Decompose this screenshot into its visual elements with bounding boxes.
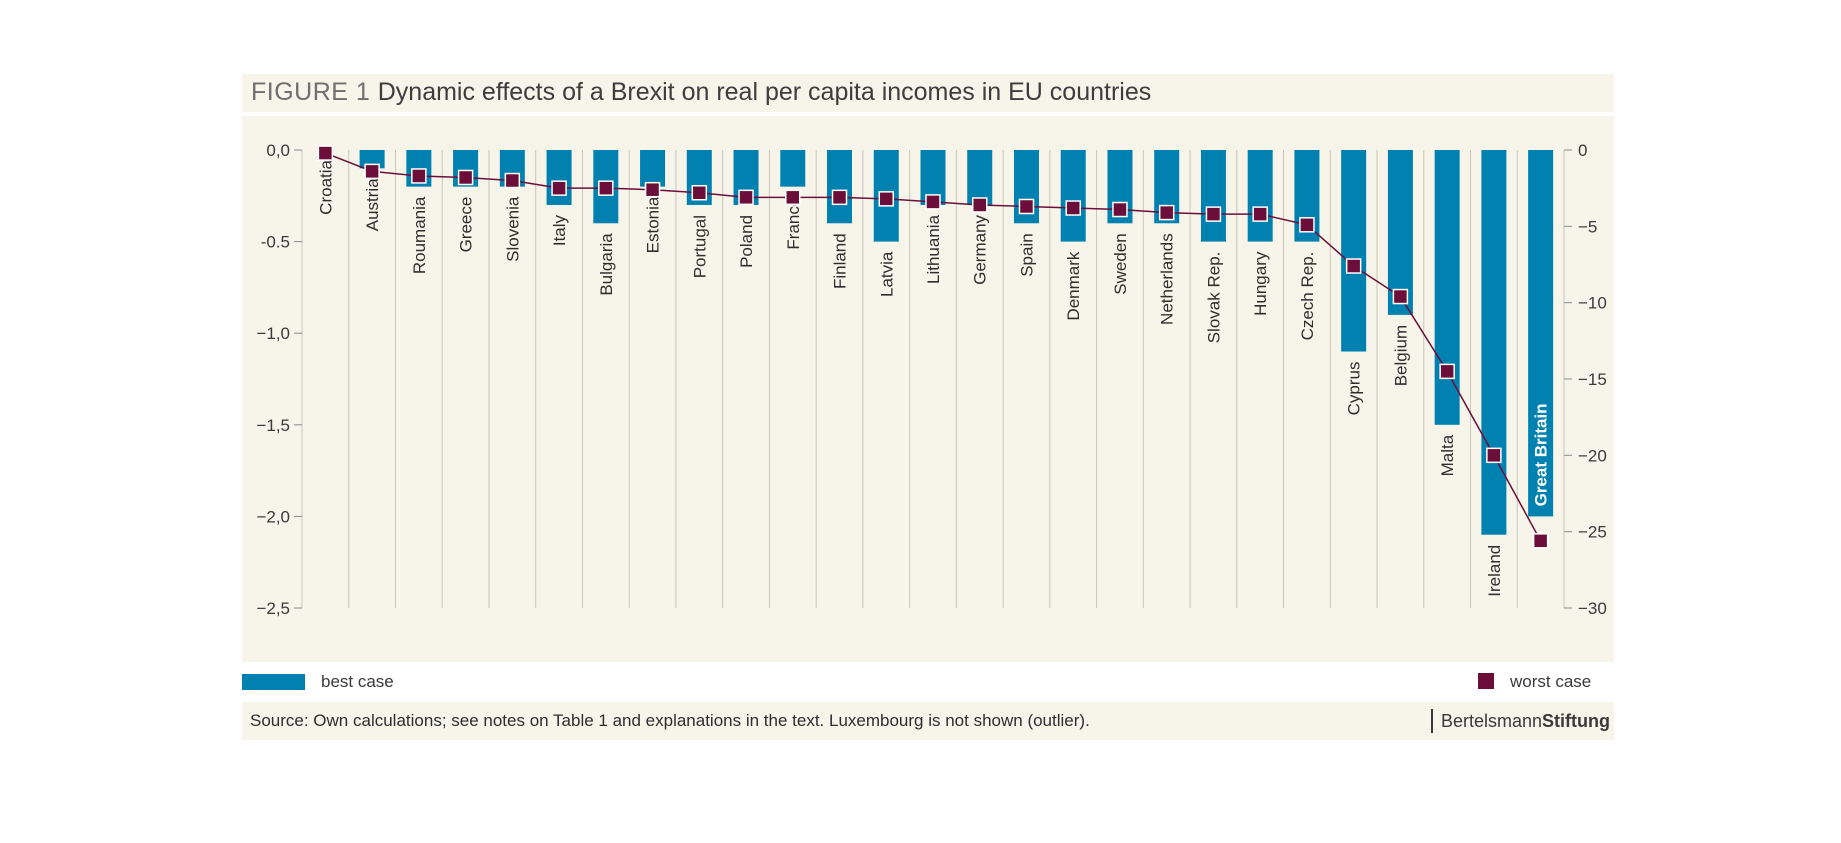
category-label: Roumania	[410, 196, 429, 274]
category-label: Portugal	[690, 215, 709, 278]
category-label: Great Britain	[1532, 403, 1551, 506]
worst-case-point	[878, 191, 895, 207]
worst-case-point	[831, 189, 848, 206]
worst-case-point	[925, 194, 941, 210]
category-label: Greece	[457, 197, 476, 253]
figure-title-text: Dynamic effects of a Brexit on real per …	[377, 78, 1152, 106]
right-tick-label: −5	[1578, 217, 1597, 236]
worst-case-point	[785, 189, 801, 206]
left-tick-label: −2,5	[256, 599, 290, 618]
left-tick-label: −1,0	[256, 324, 290, 343]
bar	[1247, 150, 1273, 242]
worst-case-point	[1205, 206, 1222, 222]
category-label: Netherlands	[1158, 233, 1177, 325]
category-label: Croatia	[316, 159, 335, 214]
category-label: Italy	[550, 214, 569, 246]
right-tick-label: −10	[1578, 294, 1607, 313]
left-tick-label: −2,0	[256, 507, 290, 526]
bar	[827, 150, 853, 224]
right-tick-label: 0	[1578, 141, 1587, 160]
worst-case-point	[1252, 206, 1268, 222]
worst-case-point	[1532, 533, 1549, 549]
worst-case-point	[1439, 363, 1455, 380]
brand-logo: BertelsmannStiftung	[1430, 709, 1610, 733]
worst-case-point	[1486, 447, 1502, 464]
bar	[967, 150, 993, 205]
right-tick-label: −20	[1578, 446, 1607, 465]
right-tick-label: −25	[1578, 523, 1607, 542]
category-label: Denmark	[1064, 251, 1083, 320]
worst-case-point	[1299, 217, 1315, 233]
category-label: Spain	[1017, 233, 1036, 276]
bar	[546, 150, 572, 205]
category-label: France	[784, 197, 803, 250]
worst-case-point	[971, 197, 988, 213]
left-tick-label: 0,0	[266, 141, 290, 160]
figure-number: FIGURE 1	[251, 78, 371, 106]
category-label: Slovenia	[503, 196, 522, 262]
worst-case-point	[1018, 198, 1035, 215]
bar	[1434, 150, 1460, 425]
category-label: Slovak Rep.	[1204, 252, 1223, 344]
category-label: Cyprus	[1345, 362, 1364, 416]
left-tick-label: -0.5	[261, 233, 290, 252]
bar	[780, 150, 806, 187]
left-tick-label: −1,5	[256, 416, 290, 435]
brand-light: Bertelsmann	[1440, 711, 1543, 731]
legend-best-label: best case	[321, 672, 394, 691]
worst-case-point	[1392, 288, 1409, 305]
category-label: Bulgaria	[597, 233, 616, 296]
worst-case-point	[1158, 204, 1175, 221]
bar	[640, 150, 666, 187]
worst-case-point	[1112, 201, 1128, 218]
brand-bold: Stiftung	[1542, 711, 1610, 731]
figure-title-bar: FIGURE 1 Dynamic effects of a Brexit on …	[242, 74, 1614, 112]
worst-case-point	[1345, 258, 1362, 274]
legend-worst-label: worst case	[1510, 672, 1592, 691]
worst-case-point	[738, 189, 754, 206]
legend-marker-swatch	[1478, 673, 1494, 689]
worst-case-point	[364, 163, 380, 180]
category-label: Ireland	[1485, 545, 1504, 597]
category-label: Lithuania	[924, 214, 943, 284]
category-label: Malta	[1438, 434, 1457, 476]
category-label: Finland	[831, 233, 850, 289]
category-label: Estonia	[644, 196, 663, 253]
worst-case-point	[504, 172, 521, 189]
bar	[1060, 150, 1086, 242]
bar	[1528, 150, 1554, 517]
worst-case-point	[551, 180, 567, 196]
bar	[1481, 150, 1507, 535]
worst-case-point	[691, 184, 708, 201]
source-note: Source: Own calculations; see notes on T…	[250, 711, 1090, 730]
category-label: Latvia	[877, 251, 896, 297]
category-label: Austria	[363, 178, 382, 231]
worst-case-point	[411, 168, 427, 184]
right-tick-label: −15	[1578, 370, 1607, 389]
category-label: Sweden	[1111, 233, 1130, 294]
category-label: Germany	[971, 214, 990, 284]
category-label: Hungary	[1251, 251, 1270, 316]
worst-case-point	[598, 180, 614, 196]
bar	[1200, 150, 1226, 242]
category-label: Poland	[737, 215, 756, 268]
category-label: Czech Rep.	[1298, 252, 1317, 341]
bar	[1341, 150, 1367, 352]
figure-title: FIGURE 1 Dynamic effects of a Brexit on …	[251, 78, 1151, 107]
worst-case-point	[457, 169, 474, 186]
bar	[1387, 150, 1413, 315]
right-tick-label: −30	[1578, 599, 1607, 618]
worst-case-point	[1065, 200, 1081, 216]
source-bar: Source: Own calculations; see notes on T…	[242, 702, 1614, 740]
category-label: Belgium	[1391, 325, 1410, 386]
legend-bar-swatch	[242, 674, 305, 690]
worst-case-point	[317, 145, 334, 161]
worst-case-point	[644, 181, 661, 198]
